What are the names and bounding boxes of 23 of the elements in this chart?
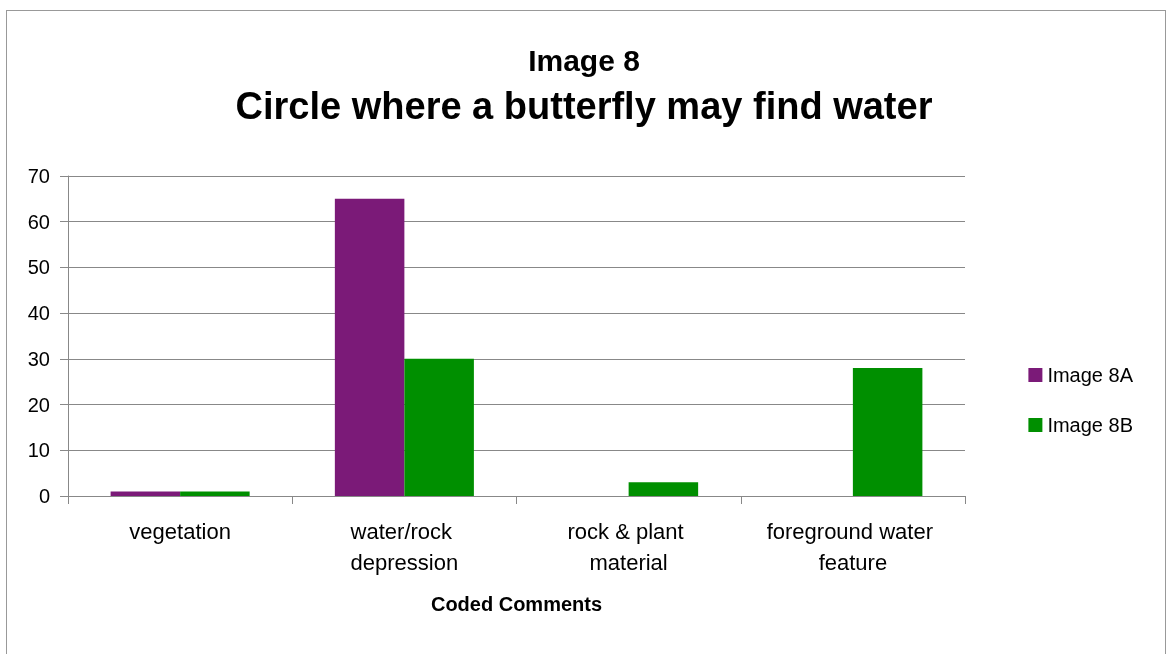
legend-label: Image 8B [1047, 414, 1133, 436]
y-tick-label: 30 [27, 347, 50, 370]
y-tick-label: 40 [27, 302, 50, 325]
y-tick-label: 20 [27, 393, 50, 416]
x-tick-label: foreground water feature [766, 519, 940, 575]
y-tick-label: 60 [27, 210, 50, 233]
y-tick-label: 10 [27, 439, 50, 462]
x-axis-title: Coded Comments [430, 593, 603, 615]
y-tick-label: 50 [27, 256, 50, 279]
x-tick-label: vegetation [129, 519, 231, 544]
chart-subtitle: Circle where a butterfly may find water [235, 85, 933, 127]
chart-title: Image 8 [528, 43, 640, 77]
bar [404, 358, 474, 496]
bar [334, 198, 405, 496]
bar [628, 482, 699, 496]
y-tick-label: 70 [27, 165, 50, 187]
x-tick-label: water/rock depression [349, 519, 459, 575]
bar [110, 491, 181, 496]
x-tick-label: rock & plant material [567, 519, 690, 575]
bar [180, 491, 250, 496]
bar [852, 368, 923, 496]
legend-label: Image 8A [1047, 364, 1134, 386]
y-tick-label: 0 [38, 485, 50, 507]
